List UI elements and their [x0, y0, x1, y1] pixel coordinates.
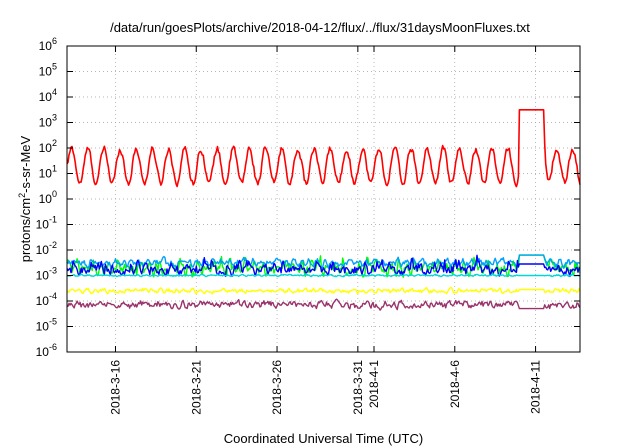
y-tick-label: 10-1 — [36, 215, 57, 232]
y-axis-ticks: 10-6 10-5 10-4 10-3 10-2 10-1 100 101 102 103 104 1… — [36, 36, 580, 359]
y-axis-label: protons/cm2-s-sr-MeV — [17, 135, 33, 262]
y-tick-label: 10-6 — [36, 342, 57, 359]
series-line — [66, 298, 581, 311]
series-line — [66, 273, 581, 278]
series-line — [66, 286, 581, 295]
x-tick-label: 2018-3-26 — [270, 360, 284, 415]
series-lines — [66, 109, 581, 311]
series-line — [66, 254, 581, 278]
x-axis-ticks: 2018-3-16 2018-3-21 2018-3-26 2018-3-31 2018… — [108, 46, 543, 415]
x-tick-label: 2018-3-31 — [351, 360, 365, 415]
y-tick-label: 100 — [39, 189, 57, 206]
y-tick-label: 10-2 — [36, 240, 57, 257]
y-tick-label: 106 — [39, 36, 57, 53]
y-tick-label: 101 — [39, 164, 57, 181]
y-tick-label: 103 — [39, 113, 57, 130]
y-tick-label: 10-5 — [36, 317, 57, 334]
grid-lines — [67, 46, 580, 352]
x-tick-label: 2018-3-16 — [108, 360, 122, 415]
y-tick-label: 10-4 — [36, 291, 57, 308]
x-tick-label: 2018-4-1 — [367, 360, 381, 408]
chart-title: /data/run/goesPlots/archive/2018-04-12/f… — [110, 20, 530, 35]
series-line — [66, 254, 581, 269]
y-tick-label: 104 — [39, 87, 57, 104]
y-tick-label: 10-3 — [36, 266, 57, 283]
y-tick-label: 102 — [39, 138, 57, 155]
x-tick-label: 2018-4-6 — [448, 360, 462, 408]
x-tick-label: 2018-3-21 — [189, 360, 203, 415]
y-tick-label: 105 — [39, 62, 57, 79]
x-axis-label: Coordinated Universal Time (UTC) — [223, 431, 424, 446]
series-line — [66, 109, 581, 188]
x-tick-label: 2018-4-11 — [529, 360, 543, 414]
